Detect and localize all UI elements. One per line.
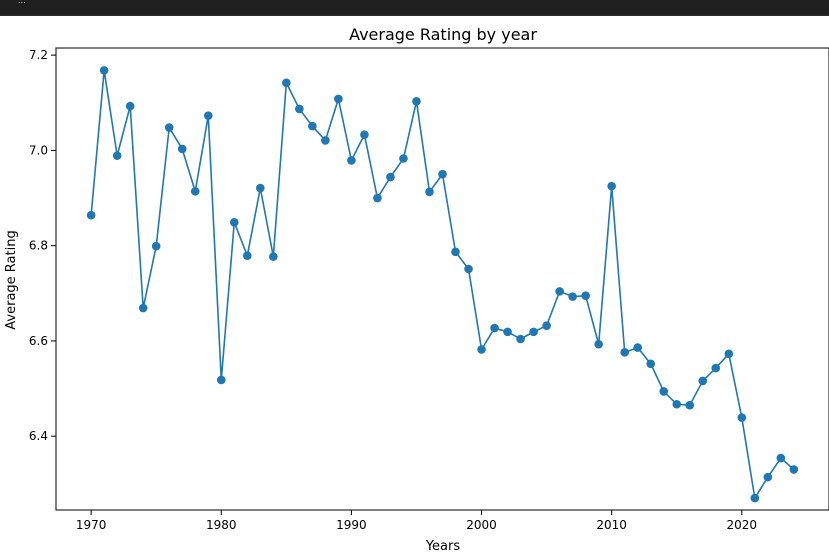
data-point: [659, 387, 669, 396]
data-point: [477, 345, 486, 354]
data-point: [438, 169, 447, 179]
data-point: [269, 252, 278, 261]
data-point: [607, 181, 616, 191]
x-tick-label: 2000: [466, 518, 497, 532]
data-point: [373, 193, 382, 203]
top-bar-text: ...: [18, 0, 26, 5]
data-point: [295, 104, 304, 114]
data-point: [685, 400, 695, 410]
data-point: [555, 287, 564, 296]
data-point: [216, 375, 226, 385]
y-axis-label: Average Rating: [4, 230, 19, 329]
data-point: [516, 334, 525, 344]
data-point: [86, 210, 96, 220]
line-chart: Average Rating by year Years Average Rat…: [4, 25, 829, 554]
data-point: [190, 187, 200, 196]
data-point: [568, 292, 577, 301]
data-point: [594, 339, 603, 349]
x-axis-ticks: 1970 1980 1990 2000 2010 2020: [76, 510, 757, 532]
x-tick-label: 2010: [596, 518, 627, 532]
data-point: [138, 303, 148, 313]
x-tick-label: 1980: [206, 518, 237, 532]
data-point: [308, 121, 317, 131]
data-point: [529, 327, 538, 337]
plot-area-frame: [55, 47, 829, 511]
y-tick-label: 6.8: [29, 239, 48, 253]
data-point: [243, 251, 252, 260]
data-point: [112, 151, 122, 160]
chart-title: Average Rating by year: [349, 25, 537, 44]
x-axis-label: Years: [425, 539, 461, 554]
chart-container: Average Rating by year Years Average Rat…: [0, 16, 829, 555]
data-point: [256, 183, 265, 193]
data-point: [776, 453, 786, 463]
data-point: [464, 264, 473, 274]
data-point: [282, 78, 291, 88]
y-axis-ticks: 6.4 6.6 6.8 7.0 7.2: [29, 48, 56, 443]
data-point: [789, 465, 799, 474]
data-point: [334, 94, 343, 104]
series-rating: [86, 66, 799, 503]
data-point: [425, 187, 434, 197]
y-tick-label: 6.4: [29, 429, 48, 443]
x-tick-label: 1970: [76, 518, 107, 532]
data-point: [633, 343, 642, 352]
data-point: [542, 321, 551, 330]
data-point: [125, 101, 135, 111]
data-point: [711, 363, 721, 373]
data-point: [620, 348, 629, 357]
data-point: [698, 376, 708, 386]
y-tick-label: 6.6: [29, 334, 48, 348]
data-point: [177, 144, 187, 154]
series-line: [90, 70, 795, 501]
data-point: [151, 241, 161, 251]
data-point: [386, 172, 395, 182]
data-point: [646, 359, 656, 369]
data-point: [203, 111, 213, 120]
data-point: [451, 247, 460, 257]
y-tick-label: 7.0: [29, 143, 48, 157]
data-point: [581, 291, 590, 300]
data-point: [737, 413, 747, 422]
data-point: [360, 130, 369, 139]
data-point: [164, 123, 174, 132]
data-point: [229, 218, 239, 227]
data-point: [490, 323, 499, 333]
data-point: [750, 493, 760, 503]
data-point: [399, 154, 408, 163]
data-point: [724, 349, 734, 359]
data-point: [503, 327, 512, 337]
data-point: [672, 399, 682, 409]
x-tick-label: 2020: [727, 518, 758, 532]
data-point: [763, 472, 773, 482]
window-top-bar: ...: [0, 0, 829, 16]
data-point: [321, 136, 330, 145]
data-point: [412, 97, 421, 106]
x-tick-label: 1990: [336, 518, 367, 532]
data-point: [99, 66, 109, 75]
data-point: [347, 156, 356, 165]
y-tick-label: 7.2: [29, 48, 48, 62]
